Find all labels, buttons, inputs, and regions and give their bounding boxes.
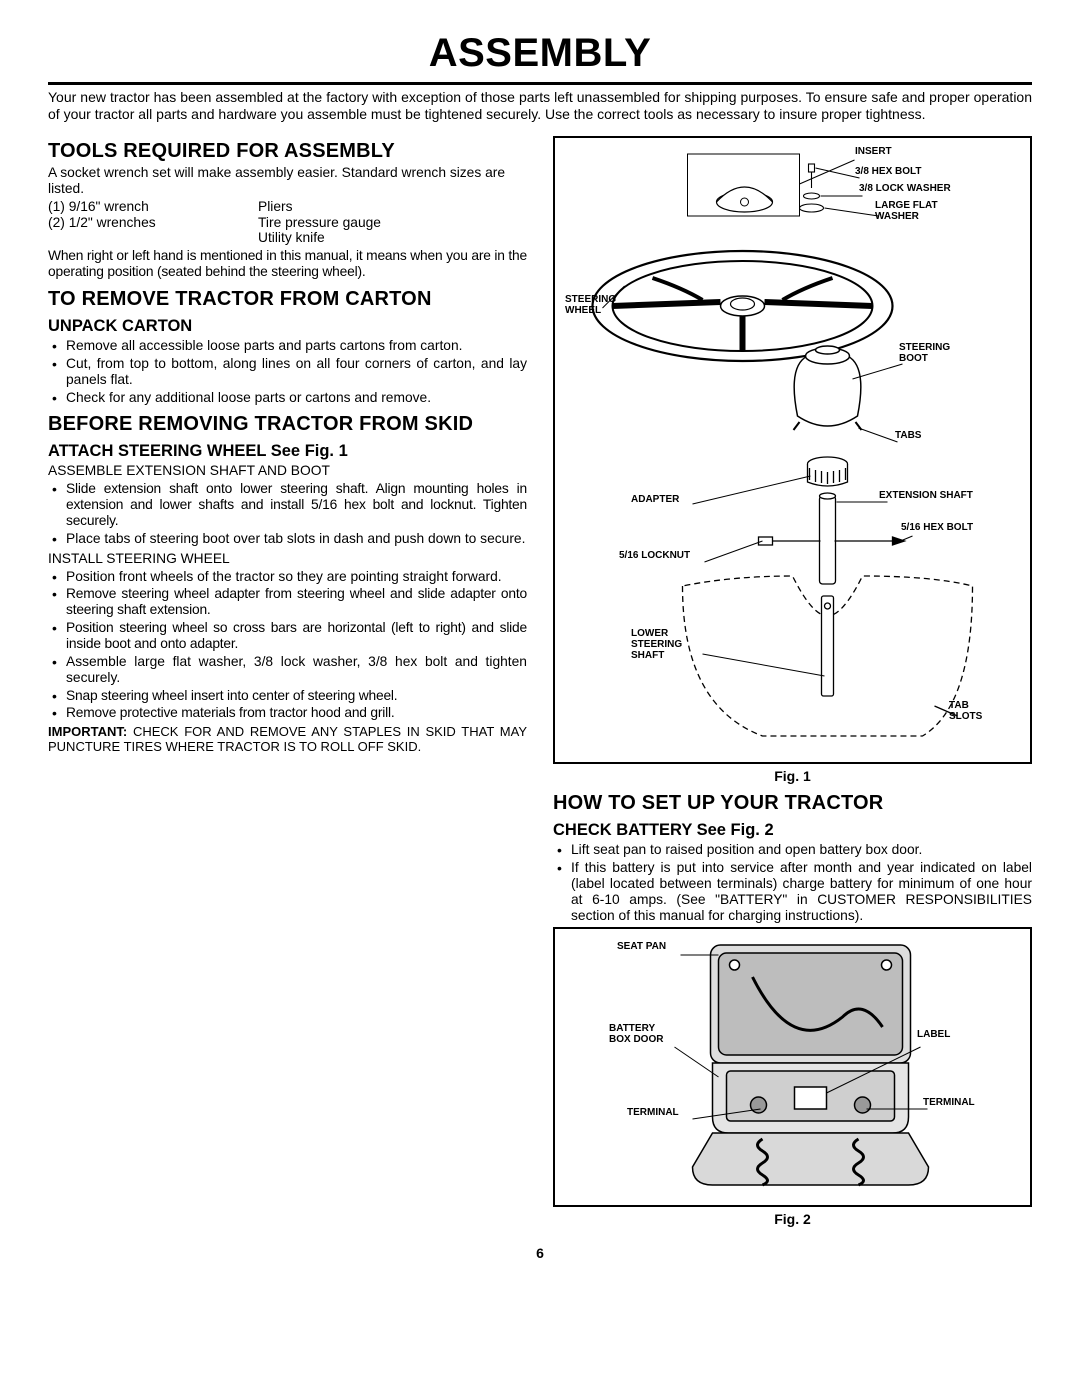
right-column: INSERT 3/8 HEX BOLT 3/8 LOCK WASHER LARG… bbox=[553, 132, 1032, 1227]
fig2-seat-label: SEAT PAN bbox=[617, 941, 666, 952]
tool-right: Tire pressure gauge bbox=[258, 215, 381, 231]
tool-row: Utility knife bbox=[48, 230, 527, 246]
tools-heading: TOOLS REQUIRED FOR ASSEMBLY bbox=[48, 140, 527, 163]
fig1-wheel-label: STEERING WHEEL bbox=[565, 294, 616, 316]
list-item: Assemble large flat washer, 3/8 lock was… bbox=[48, 654, 527, 686]
tool-left bbox=[48, 230, 258, 246]
important-note: IMPORTANT: CHECK FOR AND REMOVE ANY STAP… bbox=[48, 725, 527, 755]
before-heading: BEFORE REMOVING TRACTOR FROM SKID bbox=[48, 413, 527, 436]
list-item: Snap steering wheel insert into center o… bbox=[48, 688, 527, 704]
intro-paragraph: Your new tractor has been assembled at t… bbox=[48, 89, 1032, 122]
step-b-list: Position front wheels of the tractor so … bbox=[48, 569, 527, 722]
list-item: Place tabs of steering boot over tab slo… bbox=[48, 531, 527, 547]
step-a-list: Slide extension shaft onto lower steerin… bbox=[48, 481, 527, 546]
fig1-insert-label: INSERT bbox=[855, 146, 892, 157]
check-battery-list: Lift seat pan to raised position and ope… bbox=[553, 842, 1032, 923]
list-item: Check for any additional loose parts or … bbox=[48, 390, 527, 406]
fig1-hex38-label: 3/8 HEX BOLT bbox=[855, 166, 922, 177]
list-item: Position steering wheel so cross bars ar… bbox=[48, 620, 527, 652]
page-number: 6 bbox=[48, 1245, 1032, 1261]
fig2-door-label: BATTERY BOX DOOR bbox=[609, 1023, 663, 1045]
fig1-caption: Fig. 1 bbox=[553, 768, 1032, 784]
fig1-hex516-label: 5/16 HEX BOLT bbox=[901, 522, 973, 533]
list-item: Cut, from top to bottom, along lines on … bbox=[48, 356, 527, 388]
list-item: If this battery is put into service afte… bbox=[553, 860, 1032, 923]
figure-2-diagram bbox=[561, 937, 1024, 1189]
figure-1-box: INSERT 3/8 HEX BOLT 3/8 LOCK WASHER LARG… bbox=[553, 136, 1032, 764]
fig1-lock516-label: 5/16 LOCKNUT bbox=[619, 550, 690, 561]
tool-left: (2) 1/2" wrenches bbox=[48, 215, 258, 231]
unpack-list: Remove all accessible loose parts and pa… bbox=[48, 338, 527, 405]
two-column-layout: TOOLS REQUIRED FOR ASSEMBLY A socket wre… bbox=[48, 132, 1032, 1227]
list-item: Position front wheels of the tractor so … bbox=[48, 569, 527, 585]
fig1-ext-label: EXTENSION SHAFT bbox=[879, 490, 973, 501]
unpack-heading: UNPACK CARTON bbox=[48, 317, 527, 336]
check-battery-heading: CHECK BATTERY See Fig. 2 bbox=[553, 821, 1032, 840]
setup-heading: HOW TO SET UP YOUR TRACTOR bbox=[553, 792, 1032, 815]
fig2-terminal-l-label: TERMINAL bbox=[627, 1107, 679, 1118]
list-item: Slide extension shaft onto lower steerin… bbox=[48, 481, 527, 529]
fig2-caption: Fig. 2 bbox=[553, 1211, 1032, 1227]
list-item: Remove protective materials from tractor… bbox=[48, 705, 527, 721]
fig1-flat-label: LARGE FLAT WASHER bbox=[875, 200, 938, 222]
orientation-note: When right or left hand is mentioned in … bbox=[48, 248, 527, 280]
fig1-adapter-label: ADAPTER bbox=[631, 494, 679, 505]
tool-list: (1) 9/16" wrench Pliers (2) 1/2" wrenche… bbox=[48, 199, 527, 247]
fig1-boot-label: STEERING BOOT bbox=[899, 342, 950, 364]
important-label: IMPORTANT: bbox=[48, 724, 127, 739]
tool-right: Pliers bbox=[258, 199, 293, 215]
fig2-terminal-r-label: TERMINAL bbox=[923, 1097, 975, 1108]
tool-right: Utility knife bbox=[258, 230, 325, 246]
page-title: ASSEMBLY bbox=[48, 30, 1032, 85]
fig1-slots-label: TAB SLOTS bbox=[949, 700, 982, 722]
left-column: TOOLS REQUIRED FOR ASSEMBLY A socket wre… bbox=[48, 132, 527, 1227]
tools-lead: A socket wrench set will make assembly e… bbox=[48, 165, 527, 197]
tool-row: (1) 9/16" wrench Pliers bbox=[48, 199, 527, 215]
list-item: Lift seat pan to raised position and ope… bbox=[553, 842, 1032, 858]
fig1-lock38-label: 3/8 LOCK WASHER bbox=[859, 183, 951, 194]
fig2-label-label: LABEL bbox=[917, 1029, 950, 1040]
step-a-label: ASSEMBLE EXTENSION SHAFT AND BOOT bbox=[48, 463, 527, 479]
remove-heading: TO REMOVE TRACTOR FROM CARTON bbox=[48, 288, 527, 311]
figure-2-box: SEAT PAN BATTERY BOX DOOR LABEL TERMINAL… bbox=[553, 927, 1032, 1207]
fig1-tabs-label: TABS bbox=[895, 430, 921, 441]
tool-left: (1) 9/16" wrench bbox=[48, 199, 258, 215]
tool-row: (2) 1/2" wrenches Tire pressure gauge bbox=[48, 215, 527, 231]
list-item: Remove steering wheel adapter from steer… bbox=[48, 586, 527, 618]
list-item: Remove all accessible loose parts and pa… bbox=[48, 338, 527, 354]
attach-heading: ATTACH STEERING WHEEL See Fig. 1 bbox=[48, 442, 527, 461]
fig1-lower-label: LOWER STEERING SHAFT bbox=[631, 628, 682, 661]
step-b-label: INSTALL STEERING WHEEL bbox=[48, 551, 527, 567]
